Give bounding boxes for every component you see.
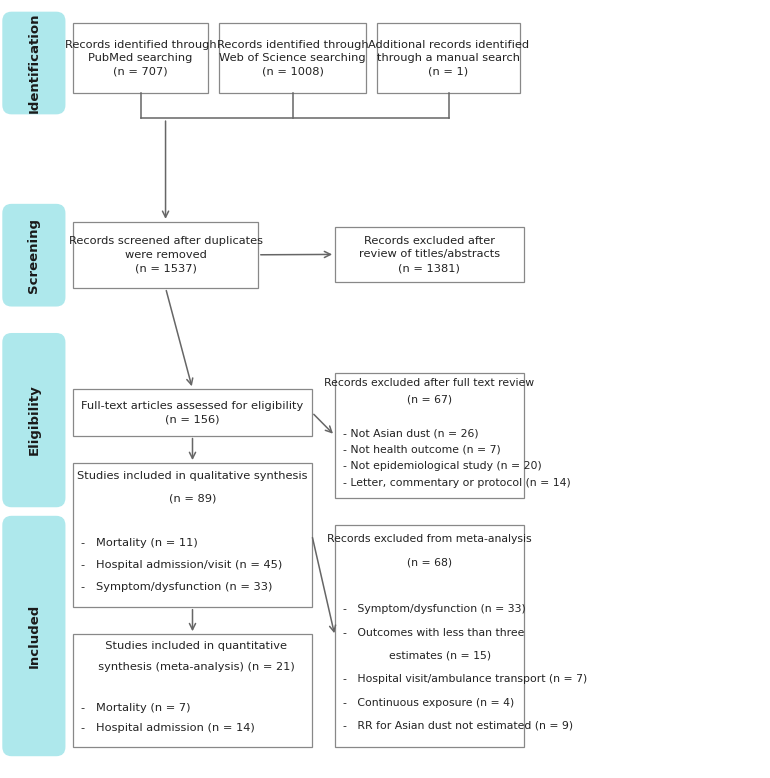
Text: -   Outcomes with less than three: - Outcomes with less than three bbox=[343, 628, 524, 637]
FancyBboxPatch shape bbox=[73, 23, 208, 93]
Text: Studies included in qualitative synthesis: Studies included in qualitative synthesi… bbox=[77, 471, 308, 482]
Text: Studies included in quantitative: Studies included in quantitative bbox=[98, 641, 287, 651]
FancyBboxPatch shape bbox=[335, 227, 524, 282]
Text: Records screened after duplicates
were removed
(n = 1537): Records screened after duplicates were r… bbox=[69, 237, 263, 273]
Text: Records excluded after full text review: Records excluded after full text review bbox=[324, 378, 534, 388]
Text: Full-text articles assessed for eligibility
(n = 156): Full-text articles assessed for eligibil… bbox=[82, 401, 303, 424]
Text: (n = 67): (n = 67) bbox=[407, 395, 452, 405]
Text: synthesis (meta-analysis) (n = 21): synthesis (meta-analysis) (n = 21) bbox=[91, 662, 294, 672]
Text: Records excluded from meta-analysis: Records excluded from meta-analysis bbox=[327, 534, 531, 544]
Text: - Not health outcome (n = 7): - Not health outcome (n = 7) bbox=[343, 445, 500, 455]
Text: -   Mortality (n = 11): - Mortality (n = 11) bbox=[81, 538, 198, 548]
Text: -   Symptom/dysfunction (n = 33): - Symptom/dysfunction (n = 33) bbox=[81, 582, 273, 592]
FancyBboxPatch shape bbox=[73, 222, 258, 288]
Text: Screening: Screening bbox=[28, 218, 40, 293]
FancyBboxPatch shape bbox=[2, 12, 65, 114]
Text: Eligibility: Eligibility bbox=[28, 385, 40, 455]
FancyBboxPatch shape bbox=[2, 516, 65, 756]
FancyBboxPatch shape bbox=[335, 525, 524, 747]
FancyBboxPatch shape bbox=[73, 634, 312, 747]
Text: -   RR for Asian dust not estimated (n = 9): - RR for Asian dust not estimated (n = 9… bbox=[343, 721, 573, 731]
FancyBboxPatch shape bbox=[73, 463, 312, 607]
Text: -   Continuous exposure (n = 4): - Continuous exposure (n = 4) bbox=[343, 698, 514, 707]
Text: Records identified through
PubMed searching
(n = 707): Records identified through PubMed search… bbox=[65, 40, 216, 77]
Text: Identification: Identification bbox=[28, 12, 40, 114]
FancyBboxPatch shape bbox=[377, 23, 520, 93]
Text: Additional records identified
through a manual search
(n = 1): Additional records identified through a … bbox=[368, 40, 529, 77]
Text: estimates (n = 15): estimates (n = 15) bbox=[368, 651, 490, 661]
Text: -   Hospital admission/visit (n = 45): - Hospital admission/visit (n = 45) bbox=[81, 559, 282, 569]
FancyBboxPatch shape bbox=[219, 23, 366, 93]
Text: Records excluded after
review of titles/abstracts
(n = 1381): Records excluded after review of titles/… bbox=[359, 236, 500, 273]
Text: Records identified through
Web of Science searching
(n = 1008): Records identified through Web of Scienc… bbox=[217, 40, 368, 77]
FancyBboxPatch shape bbox=[2, 204, 65, 307]
Text: Included: Included bbox=[28, 604, 40, 668]
Text: (n = 68): (n = 68) bbox=[407, 558, 452, 567]
Text: -   Mortality (n = 7): - Mortality (n = 7) bbox=[81, 703, 190, 713]
Text: (n = 89): (n = 89) bbox=[169, 493, 216, 503]
Text: -   Hospital admission (n = 14): - Hospital admission (n = 14) bbox=[81, 724, 255, 734]
Text: -   Symptom/dysfunction (n = 33): - Symptom/dysfunction (n = 33) bbox=[343, 605, 525, 614]
FancyBboxPatch shape bbox=[335, 373, 524, 498]
Text: - Not Asian dust (n = 26): - Not Asian dust (n = 26) bbox=[343, 428, 478, 438]
FancyBboxPatch shape bbox=[73, 389, 312, 436]
Text: - Letter, commentary or protocol (n = 14): - Letter, commentary or protocol (n = 14… bbox=[343, 478, 571, 488]
FancyBboxPatch shape bbox=[2, 333, 65, 507]
Text: - Not epidemiological study (n = 20): - Not epidemiological study (n = 20) bbox=[343, 461, 541, 471]
Text: -   Hospital visit/ambulance transport (n = 7): - Hospital visit/ambulance transport (n … bbox=[343, 675, 587, 684]
